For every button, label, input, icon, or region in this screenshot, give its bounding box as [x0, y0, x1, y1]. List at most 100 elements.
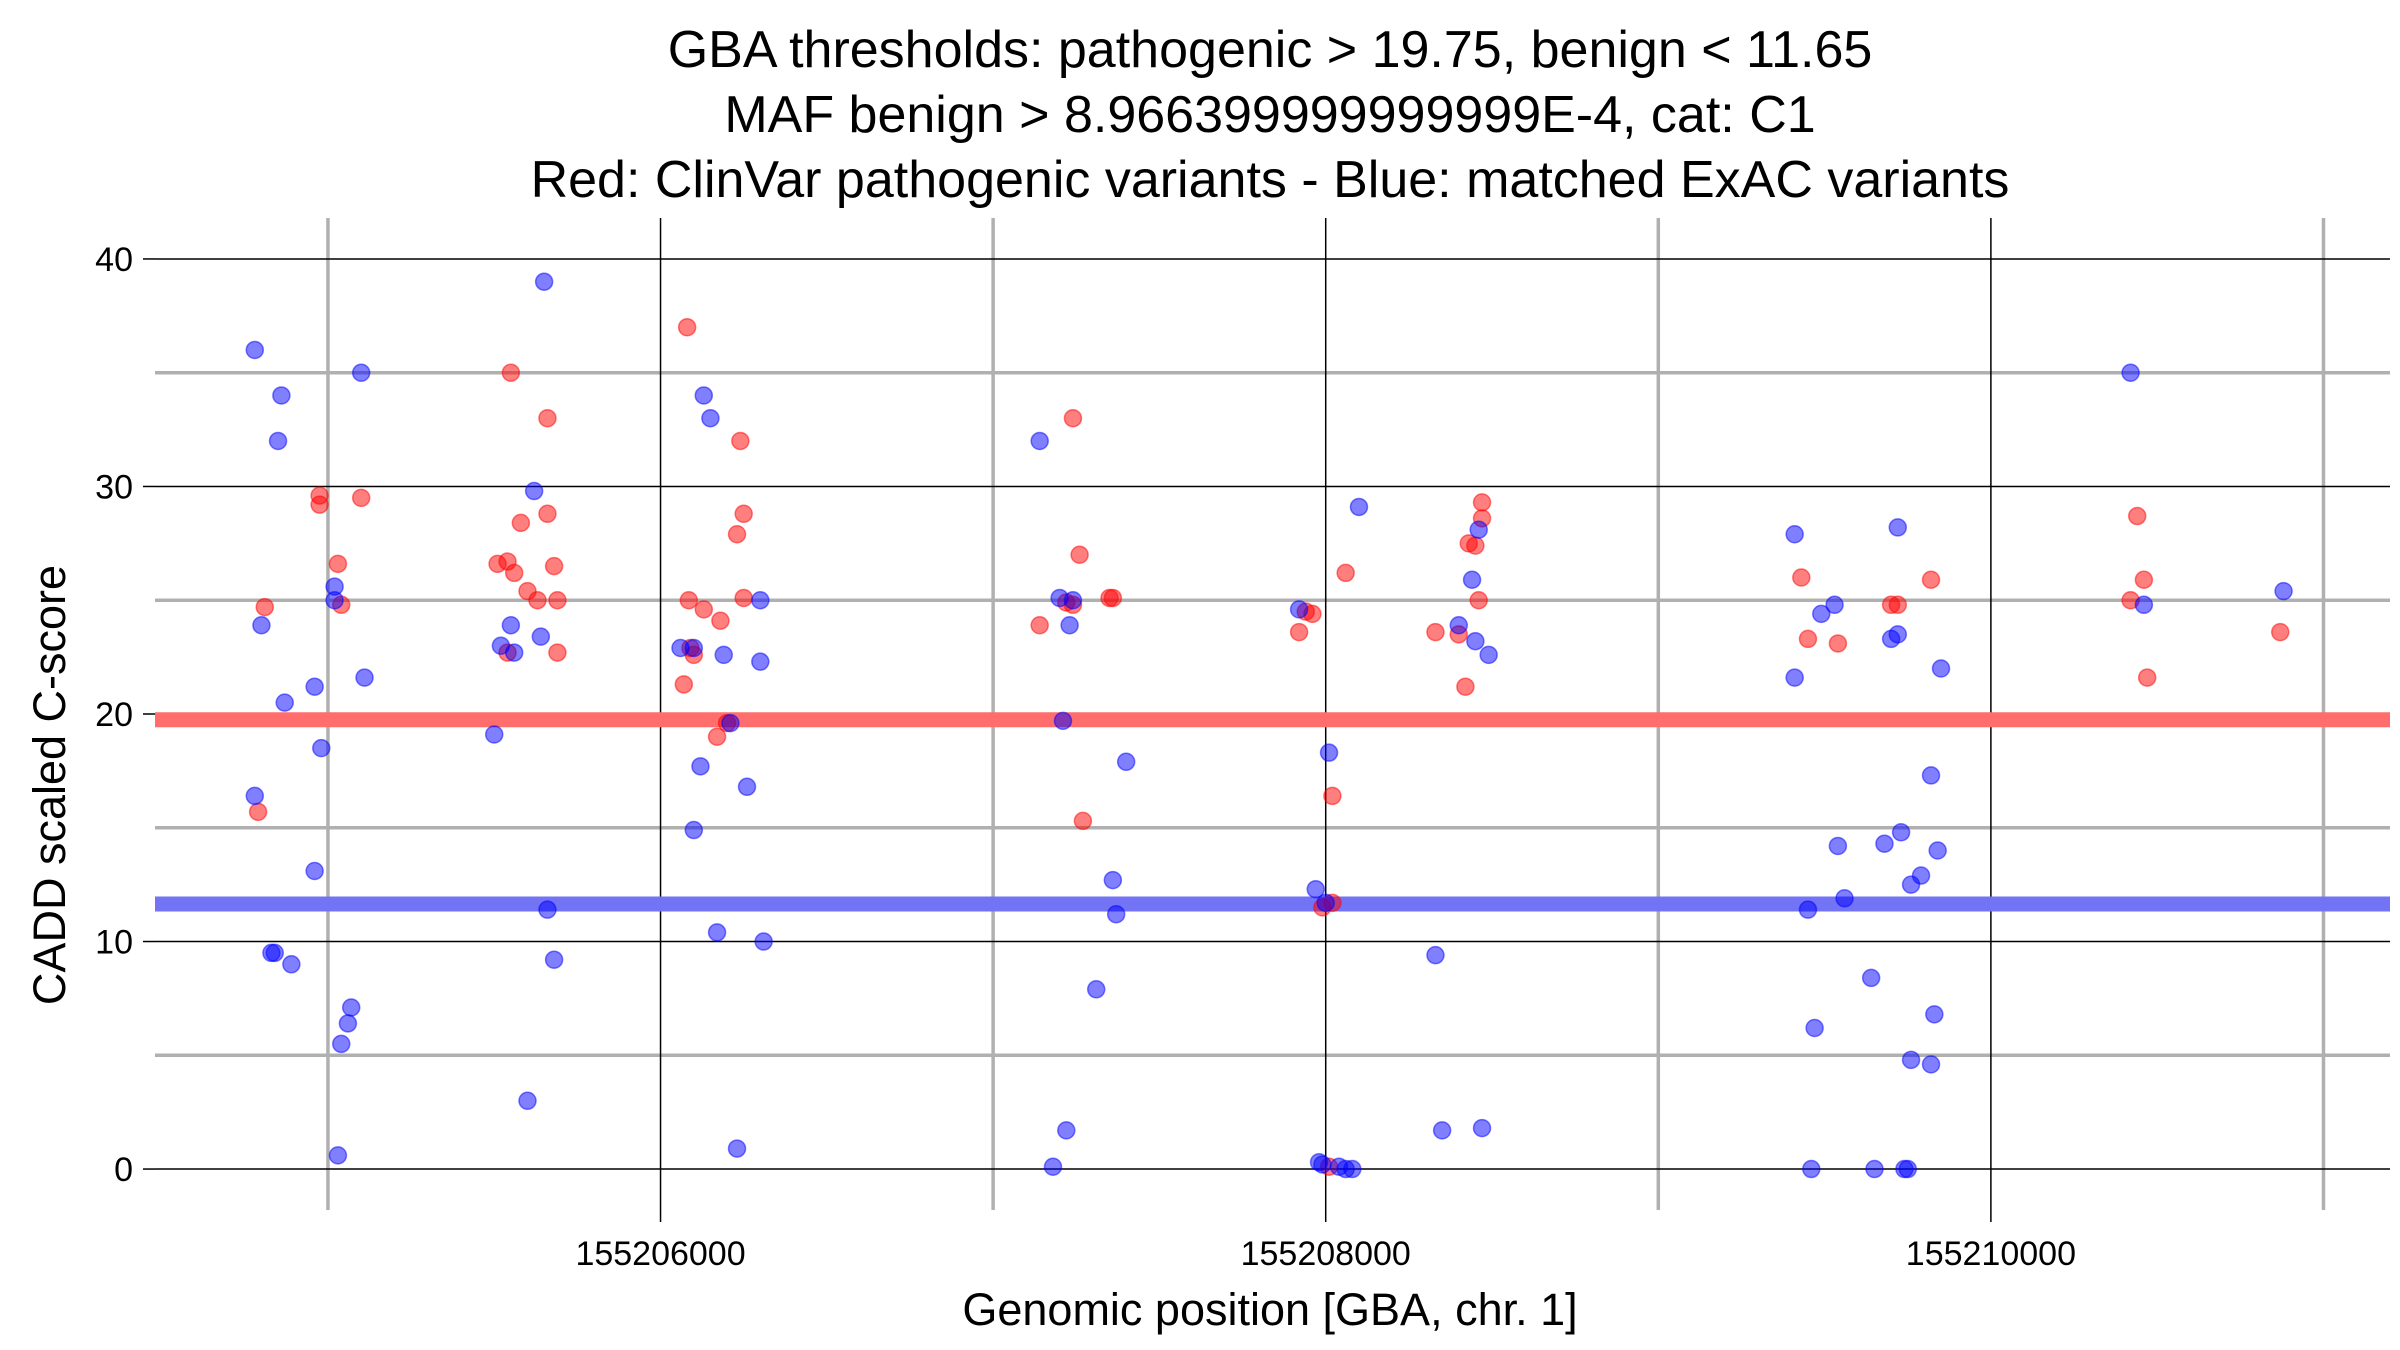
data-point — [268, 431, 288, 451]
data-point — [528, 590, 547, 610]
data-point — [731, 431, 750, 451]
data-point — [674, 675, 694, 694]
data-point — [1921, 1055, 1941, 1074]
data-point — [1306, 879, 1325, 899]
data-point — [275, 693, 294, 712]
data-point — [727, 1139, 747, 1158]
y-tick-label: 20 — [95, 696, 133, 734]
data-point — [1030, 431, 1049, 451]
data-point — [1875, 834, 1894, 853]
data-point — [1057, 1121, 1076, 1140]
data-point — [1349, 497, 1369, 517]
data-point — [684, 820, 704, 840]
x-axis-title: Genomic position [GBA, chr. 1] — [962, 1284, 1577, 1335]
data-point — [2127, 506, 2147, 526]
data-point — [1060, 616, 1079, 635]
data-point — [694, 600, 714, 619]
data-point — [332, 1034, 351, 1054]
data-point — [1466, 536, 1485, 555]
data-point — [312, 738, 331, 758]
y-tick-label: 30 — [95, 468, 133, 506]
y-tick-label: 0 — [114, 1151, 133, 1189]
data-point — [721, 713, 740, 733]
data-point — [351, 363, 371, 382]
data-point — [1798, 900, 1818, 919]
data-point — [1456, 677, 1475, 696]
data-point — [1116, 752, 1136, 772]
chart-title-line-2: MAF benign > 8.966399999999999E-4, cat: … — [724, 86, 1815, 144]
data-point — [1449, 616, 1468, 635]
data-points — [245, 272, 2293, 1179]
data-point — [538, 900, 557, 919]
data-point — [1888, 518, 1908, 537]
data-point — [252, 616, 271, 635]
tick-marks — [143, 258, 1992, 1222]
data-point — [1103, 870, 1123, 890]
data-point — [1785, 668, 1804, 687]
data-point — [1798, 629, 1818, 649]
data-point — [1898, 1159, 1917, 1179]
data-point — [2134, 570, 2154, 590]
data-point — [1931, 659, 1951, 678]
data-point — [548, 643, 567, 662]
data-point — [501, 616, 521, 635]
data-point — [1432, 1121, 1452, 1140]
data-point — [1828, 634, 1848, 653]
data-point — [1891, 823, 1911, 842]
data-point — [305, 677, 324, 696]
data-point — [1865, 1159, 1884, 1179]
data-point — [711, 611, 730, 630]
data-point — [1812, 604, 1831, 624]
data-point — [1070, 545, 1089, 564]
data-point — [1825, 595, 1844, 615]
data-point — [1043, 1157, 1063, 1177]
data-point — [1835, 889, 1854, 908]
data-point — [707, 923, 727, 942]
data-point — [1888, 625, 1908, 644]
data-point — [1921, 766, 1941, 785]
data-point — [1802, 1159, 1821, 1179]
data-point — [1323, 786, 1342, 806]
tick-labels: 0 10 20 30 40 155206000 155208000 155210000 — [95, 241, 2076, 1273]
data-point — [1921, 570, 1941, 590]
data-point — [1086, 980, 1106, 999]
data-point — [1925, 1005, 1944, 1024]
data-point — [1469, 520, 1488, 539]
x-tick-label: 155206000 — [575, 1235, 745, 1273]
data-point — [2274, 581, 2293, 601]
data-point — [1073, 811, 1093, 831]
data-point — [1030, 616, 1049, 635]
data-point — [518, 1091, 537, 1111]
data-point — [1888, 595, 1908, 615]
data-point — [1828, 836, 1848, 856]
data-point — [679, 590, 699, 610]
data-point — [734, 588, 753, 608]
data-point — [501, 363, 521, 382]
data-point — [1901, 1050, 1921, 1070]
data-point — [1469, 590, 1488, 610]
data-point — [1316, 893, 1335, 913]
data-point — [1336, 563, 1355, 583]
chart-title-line-3: Red: ClinVar pathogenic variants - Blue:… — [531, 151, 2010, 209]
data-point — [544, 556, 564, 576]
data-point — [707, 727, 727, 747]
data-point — [538, 408, 557, 428]
data-point — [1063, 590, 1083, 610]
data-point — [1426, 622, 1445, 642]
data-point — [1053, 711, 1073, 731]
data-point — [1928, 841, 1947, 860]
y-tick-label: 10 — [95, 924, 133, 962]
data-point — [338, 1014, 358, 1033]
data-point — [272, 386, 291, 405]
data-point — [351, 488, 371, 508]
data-point — [265, 943, 284, 963]
data-point — [328, 554, 348, 574]
data-point — [2121, 363, 2140, 382]
series-clinvar-pathogenic — [248, 317, 2290, 1177]
data-point — [1103, 588, 1123, 608]
data-point — [727, 525, 747, 544]
data-point — [1462, 570, 1482, 590]
data-point — [1911, 866, 1931, 885]
data-point — [538, 504, 557, 524]
